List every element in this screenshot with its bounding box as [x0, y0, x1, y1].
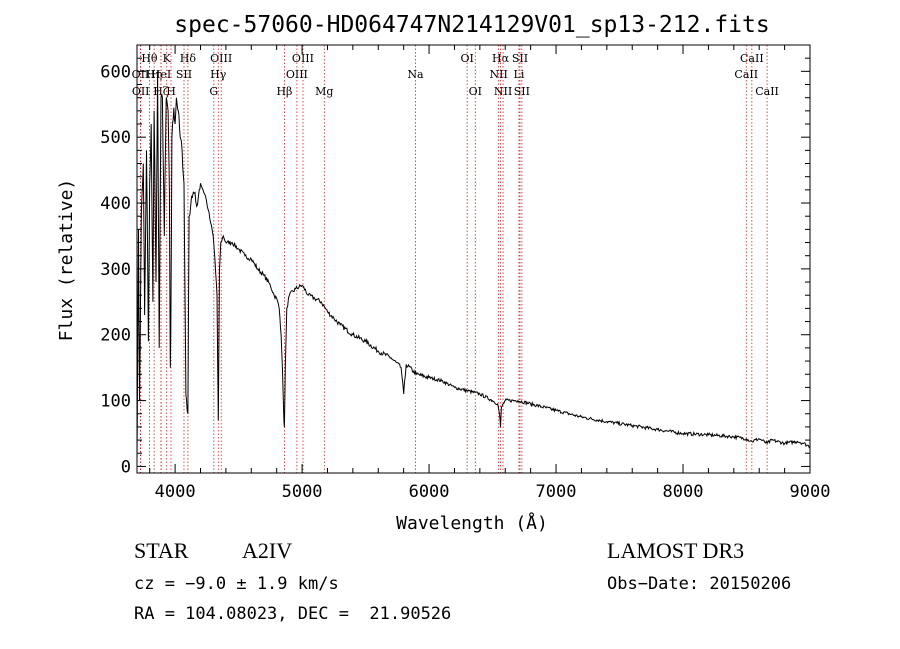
spectrum-series: [137, 71, 810, 460]
marker-label: SII: [176, 68, 192, 81]
marker-label: HeI: [151, 68, 171, 81]
y-axis-label: Flux (relative): [56, 179, 77, 342]
redshift-velocity: cz = −9.0 ± 1.9 km/s: [134, 574, 339, 594]
y-tick-label: 0: [121, 457, 131, 477]
marker-label: SII: [514, 85, 530, 98]
marker-label: Hδ: [180, 52, 197, 65]
marker-label: SII: [512, 52, 528, 65]
spectrum-line: [137, 71, 810, 460]
x-tick-label: 7000: [536, 482, 577, 502]
x-tick-label: 5000: [282, 482, 323, 502]
y-tick-label: 600: [100, 62, 131, 82]
y-tick-label: 300: [100, 260, 131, 280]
survey-name: LAMOST DR3: [607, 538, 745, 563]
marker-label: H: [166, 85, 176, 98]
axes: 4000 5000 6000 7000 8000 9000 0 100 200 300 400 500…: [100, 45, 830, 502]
x-tick-label: 9000: [790, 482, 831, 502]
y-tick-label: 200: [100, 326, 131, 346]
marker-label: OII: [132, 85, 150, 98]
marker-label: OIII: [210, 52, 232, 65]
ra-dec-coordinates: RA = 104.08023, DEC = 21.90526: [134, 604, 452, 624]
plot-frame: [136, 44, 811, 474]
marker-label: Hθ: [141, 52, 158, 65]
y-tick-label: 400: [100, 194, 131, 214]
chart-title: spec-57060-HD064747N214129V01_sp13-212.f…: [174, 12, 769, 38]
marker-label: OI: [460, 52, 473, 65]
marker-label: CaII: [740, 52, 764, 65]
marker-label: CaII: [734, 68, 758, 81]
y-tick-label: 500: [100, 128, 131, 148]
marker-label: G: [209, 85, 218, 98]
x-tick-label: 6000: [409, 482, 450, 502]
x-tick-label: 4000: [155, 482, 196, 502]
marker-label: Hη: [146, 68, 162, 81]
marker-label: Li: [514, 68, 525, 81]
marker-label: OIII: [286, 68, 308, 81]
observation-date: Obs−Date: 20150206: [607, 574, 792, 594]
marker-label: CaII: [755, 85, 779, 98]
y-tick-label: 100: [100, 392, 131, 412]
x-axis-label: Wavelength (Å): [396, 512, 548, 534]
marker-label: OIII: [292, 52, 314, 65]
marker-label: K: [163, 52, 172, 65]
marker-label: Hα: [492, 52, 510, 65]
object-class: STAR: [134, 538, 189, 563]
marker-label: Hγ: [210, 68, 227, 81]
marker-label: NII: [494, 85, 512, 98]
marker-label: Mg: [315, 85, 333, 98]
marker-label: NII: [489, 68, 507, 81]
x-tick-label: 8000: [663, 482, 704, 502]
spectral-subclass: A2IV: [242, 538, 293, 563]
marker-label: Hβ: [276, 85, 292, 98]
marker-label: Na: [407, 68, 424, 81]
marker-label: OI: [469, 85, 482, 98]
